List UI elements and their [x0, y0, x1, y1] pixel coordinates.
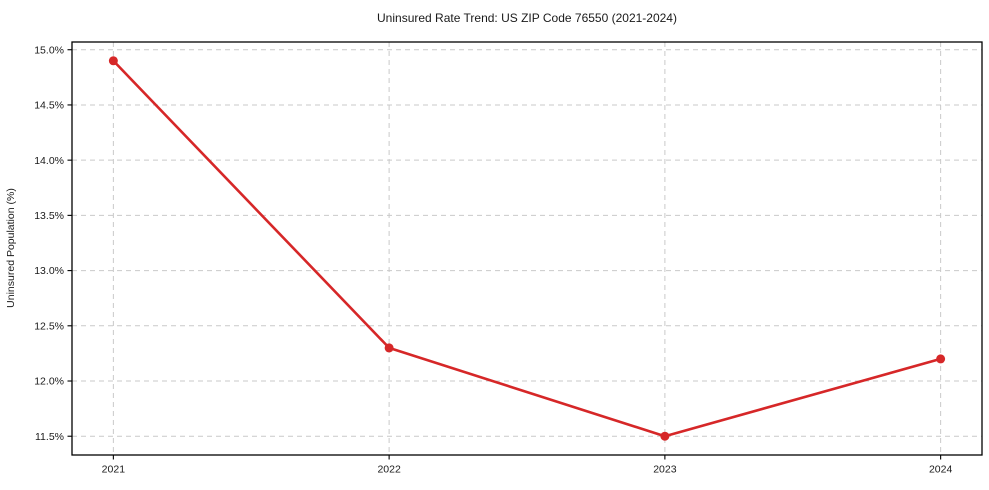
data-point	[384, 343, 394, 353]
y-tick-label: 11.5%	[35, 431, 64, 443]
x-tick-label: 2022	[377, 464, 401, 476]
y-axis-label: Uninsured Population (%)	[5, 188, 17, 308]
y-tick-label: 12.5%	[34, 320, 64, 332]
trend-line	[112, 59, 942, 438]
data-point	[108, 56, 118, 66]
y-tick-label: 13.0%	[34, 265, 64, 277]
data-point	[660, 431, 670, 441]
x-tick-label: 2023	[653, 464, 677, 476]
x-tick-label: 2024	[929, 464, 953, 476]
chart-title: Uninsured Rate Trend: US ZIP Code 76550 …	[377, 11, 677, 25]
y-tick-label: 13.5%	[34, 210, 64, 222]
x-tick-label: 2021	[102, 464, 126, 476]
y-tick-label: 14.0%	[34, 155, 64, 167]
data-point	[936, 354, 946, 364]
plot-frame	[71, 41, 983, 456]
y-tick-label: 12.0%	[34, 376, 64, 388]
plot-area: 11.5% 12.0% 12.5% 13.0% 13.5% 14.0% 14.5% 15.0%…	[34, 41, 983, 476]
y-tick-label: 14.5%	[34, 100, 64, 112]
y-tick-label: 15.0%	[34, 44, 64, 56]
